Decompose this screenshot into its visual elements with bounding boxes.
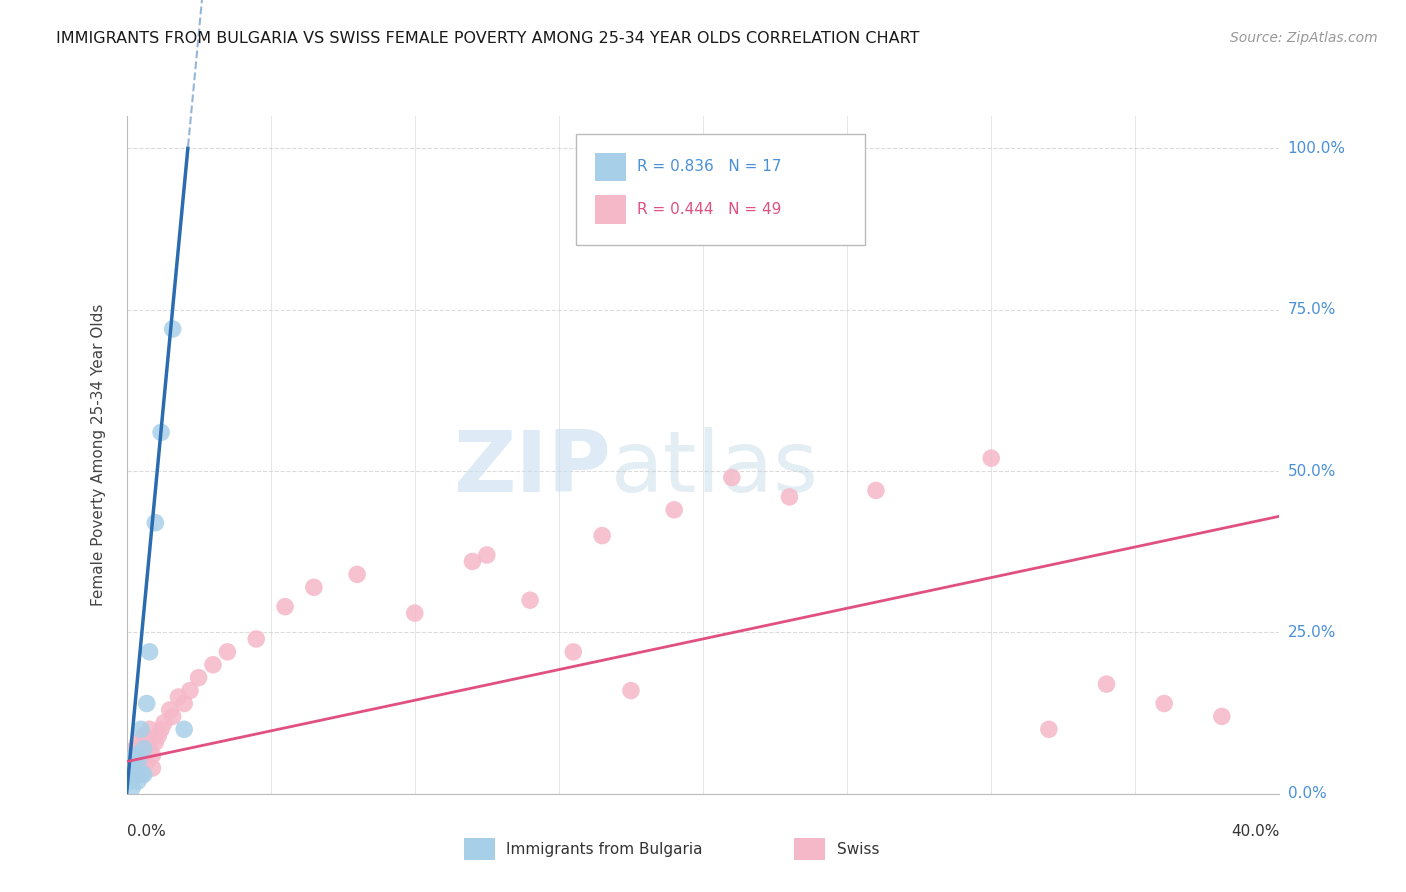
Text: 50.0%: 50.0% — [1288, 464, 1336, 479]
Text: 25.0%: 25.0% — [1288, 625, 1336, 640]
Point — [129, 767, 152, 781]
Point — [135, 735, 157, 749]
Text: 40.0%: 40.0% — [1232, 824, 1279, 839]
Point — [129, 748, 152, 763]
Text: Source: ZipAtlas.com: Source: ZipAtlas.com — [1230, 31, 1378, 45]
Point — [179, 683, 201, 698]
Point — [132, 741, 155, 756]
Point — [127, 755, 149, 769]
Point — [475, 548, 498, 562]
Point — [779, 490, 801, 504]
Text: atlas: atlas — [610, 427, 818, 510]
Point — [124, 761, 146, 775]
Point — [302, 580, 325, 594]
Point — [461, 554, 484, 568]
Point — [121, 761, 143, 775]
Point — [720, 470, 742, 484]
Point — [346, 567, 368, 582]
Point — [127, 774, 149, 789]
Text: Immigrants from Bulgaria: Immigrants from Bulgaria — [506, 842, 703, 856]
Point — [1038, 723, 1060, 737]
Point — [562, 645, 585, 659]
Point — [132, 729, 155, 743]
Point — [150, 723, 173, 737]
Point — [1153, 697, 1175, 711]
Text: 100.0%: 100.0% — [1288, 141, 1346, 156]
Point — [138, 741, 160, 756]
Text: ZIP: ZIP — [453, 427, 610, 510]
Point — [124, 767, 146, 781]
Point — [245, 632, 267, 646]
Point — [132, 748, 155, 763]
Point — [1095, 677, 1118, 691]
Point — [145, 735, 166, 749]
Point — [138, 723, 160, 737]
Point — [145, 516, 166, 530]
Point — [127, 755, 149, 769]
Point — [187, 671, 209, 685]
Point — [202, 657, 225, 672]
Point — [118, 774, 141, 789]
Point — [129, 723, 152, 737]
Point — [159, 703, 181, 717]
Point — [173, 697, 195, 711]
Point — [135, 755, 157, 769]
Text: 0.0%: 0.0% — [1288, 787, 1326, 801]
Point — [591, 528, 613, 542]
Text: 75.0%: 75.0% — [1288, 302, 1336, 318]
Point — [664, 503, 686, 517]
Point — [1211, 709, 1233, 723]
Point — [404, 606, 426, 620]
Point — [153, 715, 176, 730]
Text: Swiss: Swiss — [837, 842, 879, 856]
Point — [132, 767, 155, 781]
Point — [121, 780, 143, 795]
Text: R = 0.836   N = 17: R = 0.836 N = 17 — [637, 160, 782, 174]
Point — [980, 451, 1002, 466]
Point — [129, 767, 152, 781]
Text: 0.0%: 0.0% — [127, 824, 166, 839]
Text: IMMIGRANTS FROM BULGARIA VS SWISS FEMALE POVERTY AMONG 25-34 YEAR OLDS CORRELATI: IMMIGRANTS FROM BULGARIA VS SWISS FEMALE… — [56, 31, 920, 46]
Point — [124, 748, 146, 763]
Point — [121, 755, 143, 769]
Point — [141, 748, 163, 763]
Point — [620, 683, 643, 698]
Text: R = 0.444   N = 49: R = 0.444 N = 49 — [637, 202, 782, 217]
Point — [138, 645, 160, 659]
Y-axis label: Female Poverty Among 25-34 Year Olds: Female Poverty Among 25-34 Year Olds — [91, 304, 105, 606]
Point — [121, 767, 143, 781]
Point — [124, 741, 146, 756]
Point — [148, 729, 170, 743]
Point — [141, 761, 163, 775]
Point — [167, 690, 190, 704]
Point — [519, 593, 541, 607]
Point — [865, 483, 887, 498]
Point — [173, 723, 195, 737]
Point — [217, 645, 239, 659]
Point — [274, 599, 297, 614]
Point — [118, 761, 141, 775]
Point — [162, 709, 184, 723]
Point — [127, 735, 149, 749]
Point — [162, 322, 184, 336]
Point — [150, 425, 173, 440]
Point — [135, 697, 157, 711]
